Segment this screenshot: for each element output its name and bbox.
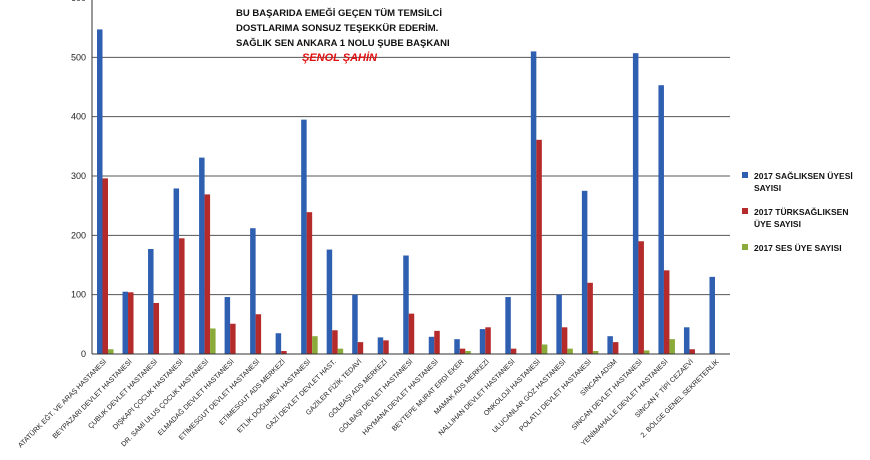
bar-sagliksen xyxy=(301,119,307,354)
note-signature: ŞENOL ŞAHİN xyxy=(302,52,377,64)
bar-turksagliksen xyxy=(179,238,185,354)
bar-sagliksen xyxy=(173,188,180,354)
bar-turksagliksen xyxy=(638,241,644,354)
bar-turksagliksen xyxy=(332,330,338,354)
bar-turksagliksen xyxy=(510,348,517,354)
legend-swatch-ses xyxy=(742,244,748,250)
bar-ses xyxy=(643,350,650,354)
y-tick-label: 500 xyxy=(71,52,86,62)
bar-ses xyxy=(337,348,344,354)
bar-turksagliksen xyxy=(485,327,491,354)
bar-turksagliksen xyxy=(689,349,695,354)
bar-sagliksen xyxy=(658,85,664,354)
bar-sagliksen xyxy=(505,297,511,354)
bar-turksagliksen xyxy=(561,327,568,354)
bar-sagliksen xyxy=(454,339,460,354)
bar-ses xyxy=(567,348,573,354)
bar-sagliksen xyxy=(377,337,384,354)
y-tick-label: 600 xyxy=(71,0,86,3)
legend: 2017 SAĞLIKSEN ÜYESİ SAYISI 2017 TÜRKSAĞ… xyxy=(742,170,862,266)
bar-turksagliksen xyxy=(306,212,313,354)
bar-sagliksen xyxy=(683,327,690,354)
bar-turksagliksen xyxy=(663,270,670,354)
legend-item-turksagliksen: 2017 TÜRKSAĞLIKSEN ÜYE SAYISI xyxy=(742,206,862,230)
bar-turksagliksen xyxy=(536,139,542,354)
bar-sagliksen xyxy=(479,329,486,354)
bar-ses xyxy=(108,349,114,354)
note-line-2: DOSTLARIMA SONSUZ TEŞEKKÜR EDERİM. xyxy=(236,23,439,34)
y-tick-label: 0 xyxy=(81,349,86,359)
bar-turksagliksen xyxy=(434,330,440,354)
x-tick-labels: ATATÜRK EĞT. VE ARAŞ HASTANESİBEYPAZARI … xyxy=(16,357,721,450)
bar-sagliksen xyxy=(428,336,435,354)
bars xyxy=(97,29,715,355)
bar-turksagliksen xyxy=(255,314,262,354)
bar-sagliksen xyxy=(148,248,154,354)
bar-sagliksen xyxy=(224,297,231,354)
y-tick-labels: 0 100 200 300 400 500 600 xyxy=(71,0,86,359)
x-tick-label: ATATÜRK EĞT. VE ARAŞ HASTANESİ xyxy=(16,357,108,449)
bar-sagliksen xyxy=(403,255,409,354)
bar-ses xyxy=(541,344,548,354)
legend-item-sagliksen: 2017 SAĞLIKSEN ÜYESİ SAYISI xyxy=(742,170,862,194)
bar-turksagliksen xyxy=(128,292,134,354)
bar-turksagliksen xyxy=(204,194,211,354)
bar-turksagliksen xyxy=(230,323,236,354)
bar-turksagliksen xyxy=(281,351,287,354)
legend-label-turksagliksen: 2017 TÜRKSAĞLIKSEN ÜYE SAYISI xyxy=(754,207,849,229)
bar-turksagliksen xyxy=(383,340,389,354)
legend-label-sagliksen: 2017 SAĞLIKSEN ÜYESİ SAYISI xyxy=(754,171,853,193)
bar-sagliksen xyxy=(275,333,282,354)
bar-turksagliksen xyxy=(612,342,619,354)
bar-ses xyxy=(465,351,471,354)
bar-sagliksen xyxy=(530,51,537,355)
y-tick-label: 400 xyxy=(71,112,86,122)
bar-turksagliksen xyxy=(587,282,593,354)
bar-turksagliksen xyxy=(408,313,415,354)
bar-sagliksen xyxy=(199,157,205,354)
bar-ses xyxy=(669,339,675,354)
bar-sagliksen xyxy=(250,228,256,354)
bar-ses xyxy=(210,328,216,354)
bar-turksagliksen xyxy=(102,178,108,354)
bar-sagliksen xyxy=(122,291,129,354)
bar-turksagliksen xyxy=(153,302,160,354)
bar-sagliksen xyxy=(607,336,613,354)
y-tick-label: 100 xyxy=(71,290,86,300)
bar-sagliksen xyxy=(326,249,333,354)
y-tick-label: 200 xyxy=(71,230,86,240)
bar-sagliksen xyxy=(97,29,103,355)
y-tick-label: 300 xyxy=(71,171,86,181)
legend-label-ses: 2017 SES ÜYE SAYISI xyxy=(754,243,842,253)
gridlines xyxy=(92,56,730,296)
legend-item-ses: 2017 SES ÜYE SAYISI xyxy=(742,242,862,254)
bar-sagliksen xyxy=(556,294,562,354)
bar-ses xyxy=(592,351,599,354)
bar-sagliksen xyxy=(709,276,715,354)
bar-turksagliksen xyxy=(459,348,466,354)
note-line-1: BU BAŞARIDA EMEĞİ GEÇEN TÜM TEMSİLCİ xyxy=(236,8,443,19)
x-tick-label: DR. SAMİ ULUS ÇOCUK HASTANESİ xyxy=(119,357,210,448)
note-line-3: SAĞLIK SEN ANKARA 1 NOLU ŞUBE BAŞKANI xyxy=(236,38,450,49)
legend-swatch-turksagliksen xyxy=(742,208,748,214)
bar-ses xyxy=(312,336,318,354)
bar-sagliksen xyxy=(352,294,358,354)
axes xyxy=(91,0,730,355)
bar-sagliksen xyxy=(581,190,588,354)
legend-swatch-sagliksen xyxy=(742,172,748,178)
bar-sagliksen xyxy=(632,53,639,355)
bar-turksagliksen xyxy=(357,342,364,354)
thanks-note: BU BAŞARIDA EMEĞİ GEÇEN TÜM TEMSİLCİ DOS… xyxy=(236,6,450,66)
